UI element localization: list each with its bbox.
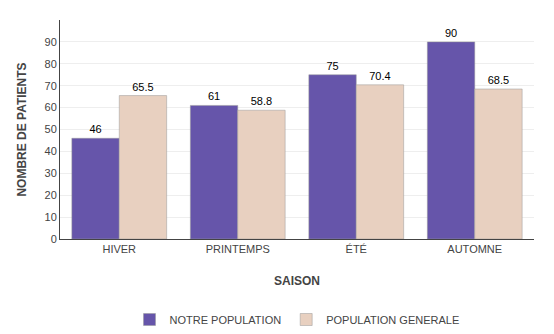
svg-text:68.5: 68.5 (488, 74, 509, 86)
svg-text:POPULATION GENERALE: POPULATION GENERALE (326, 314, 459, 326)
svg-text:40: 40 (45, 145, 57, 157)
svg-text:70: 70 (45, 80, 57, 92)
svg-text:NOMBRE DE PATIENTS: NOMBRE DE PATIENTS (15, 62, 29, 196)
svg-text:70.4: 70.4 (369, 70, 390, 82)
svg-text:80: 80 (45, 58, 57, 70)
svg-text:90: 90 (45, 36, 57, 48)
svg-text:30: 30 (45, 167, 57, 179)
svg-text:10: 10 (45, 211, 57, 223)
svg-text:46: 46 (89, 123, 101, 135)
svg-text:58.8: 58.8 (251, 95, 272, 107)
svg-text:90: 90 (445, 27, 457, 39)
svg-text:SAISON: SAISON (274, 274, 320, 288)
svg-text:ÉTÉ: ÉTÉ (346, 243, 367, 255)
svg-text:50: 50 (45, 123, 57, 135)
svg-text:HIVER: HIVER (102, 243, 136, 255)
svg-text:75: 75 (326, 60, 338, 72)
svg-text:60: 60 (45, 101, 57, 113)
svg-text:61: 61 (208, 90, 220, 102)
svg-text:20: 20 (45, 189, 57, 201)
svg-text:65.5: 65.5 (132, 81, 153, 93)
svg-text:AUTOMNE: AUTOMNE (447, 243, 502, 255)
svg-text:PRINTEMPS: PRINTEMPS (206, 243, 270, 255)
svg-text:0: 0 (51, 233, 57, 245)
svg-text:NOTRE POPULATION: NOTRE POPULATION (170, 314, 282, 326)
